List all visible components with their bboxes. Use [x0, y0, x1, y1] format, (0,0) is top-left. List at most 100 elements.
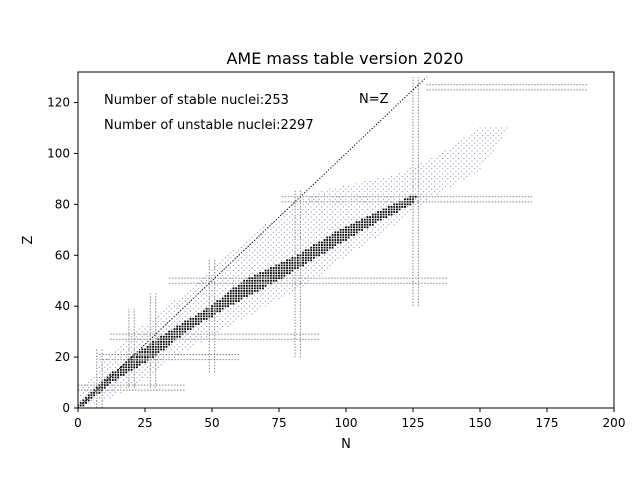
stable-point-420 [294, 264, 296, 267]
stable-point-551 [361, 228, 363, 231]
unstable-point-939 [332, 252, 334, 254]
unstable-point-516 [257, 303, 259, 305]
stable-point-614 [393, 208, 396, 211]
unstable-point-1039 [270, 239, 272, 241]
unstable-point-1677 [455, 165, 457, 167]
unstable-point-634 [289, 287, 291, 289]
unstable-point-1547 [396, 186, 398, 187]
unstable-point-1717 [444, 155, 446, 157]
unstable-point-1645 [423, 170, 425, 172]
unstable-count-annotation: Number of unstable nuclei:2297 [104, 118, 314, 133]
unstable-point-1518 [345, 188, 347, 190]
unstable-point-992 [259, 244, 261, 246]
stable-point-453 [296, 254, 299, 257]
unstable-point-1056 [361, 239, 363, 241]
unstable-point-1106 [257, 231, 259, 233]
unstable-point-965 [350, 249, 352, 251]
unstable-point-1088 [286, 234, 288, 236]
unstable-point-354 [195, 326, 197, 327]
unstable-point-1795 [490, 132, 492, 134]
stable-point-228 [211, 312, 213, 315]
unstable-point-1772 [471, 140, 473, 142]
stable-point-26 [103, 386, 106, 389]
unstable-point-944 [238, 249, 240, 251]
unstable-point-1155 [267, 226, 269, 228]
stable-point-366 [280, 277, 283, 280]
unstable-point-933 [299, 252, 301, 254]
unstable-point-349 [168, 326, 170, 327]
x-tick-label-6: 150 [469, 416, 492, 430]
unstable-point-1010 [356, 244, 358, 246]
unstable-point-656 [302, 285, 304, 287]
unstable-point-681 [216, 280, 218, 282]
stable-point-103 [136, 353, 138, 356]
unstable-point-296 [206, 336, 208, 338]
unstable-point-1540 [358, 186, 360, 187]
stable-point-290 [240, 292, 243, 295]
unstable-point-1489 [425, 193, 427, 195]
unstable-point-1289 [356, 214, 358, 215]
unstable-point-356 [206, 326, 208, 327]
unstable-point-847 [310, 262, 312, 264]
unstable-point-1622 [444, 175, 446, 177]
unstable-point-611 [270, 290, 272, 292]
stable-point-163 [170, 335, 173, 338]
stable-point-41 [109, 376, 112, 379]
unstable-point-222 [182, 349, 183, 350]
unstable-point-449 [184, 310, 186, 312]
unstable-point-1364 [380, 206, 382, 208]
stable-point-341 [243, 279, 246, 282]
unstable-point-459 [238, 310, 240, 312]
unstable-point-589 [257, 293, 259, 294]
unstable-point-1206 [289, 221, 291, 223]
unstable-point-553 [262, 298, 264, 299]
unstable-point-294 [195, 336, 197, 338]
unstable-point-1721 [466, 155, 468, 157]
unstable-point-1216 [342, 221, 344, 223]
stable-point-483 [318, 246, 321, 249]
n-equals-z-label: N=Z [359, 92, 389, 107]
stable-point-574 [366, 221, 369, 224]
unstable-point-424 [232, 315, 234, 317]
stable-point-308 [237, 287, 240, 290]
unstable-point-1109 [273, 231, 275, 233]
unstable-point-815 [254, 265, 256, 266]
unstable-point-1491 [436, 193, 438, 195]
unstable-point-1590 [433, 181, 435, 182]
unstable-point-1228 [281, 219, 283, 221]
stable-point-271 [229, 297, 232, 300]
unstable-point-863 [281, 259, 283, 261]
unstable-point-404 [214, 318, 216, 320]
unstable-point-1686 [442, 163, 443, 165]
unstable-point-1330 [324, 209, 326, 210]
unstable-point-1158 [283, 226, 285, 228]
unstable-point-1765 [474, 142, 476, 144]
stable-point-626 [398, 203, 401, 206]
stable-point-620 [396, 206, 398, 208]
unstable-point-503 [187, 303, 189, 305]
unstable-point-1732 [474, 153, 476, 154]
unstable-point-1450 [337, 196, 339, 198]
unstable-point-48 [85, 384, 87, 386]
unstable-point-988 [358, 247, 360, 249]
unstable-point-31 [85, 389, 87, 391]
unstable-point-1184 [297, 224, 299, 226]
unstable-point-241 [139, 343, 141, 345]
unstable-point-1541 [364, 186, 366, 187]
unstable-point-1534 [431, 188, 433, 190]
unstable-point-661 [219, 282, 221, 284]
unstable-point-1276 [286, 214, 288, 215]
unstable-point-405 [219, 318, 221, 320]
unstable-point-149 [120, 361, 122, 363]
unstable-point-35 [107, 389, 108, 391]
stable-point-275 [240, 297, 243, 300]
unstable-point-1409 [364, 201, 366, 203]
unstable-point-1633 [431, 173, 433, 175]
unstable-point-878 [246, 257, 248, 259]
unstable-point-1668 [474, 168, 476, 170]
stable-point-3 [79, 402, 82, 404]
stable-point-500 [323, 241, 326, 244]
unstable-point-593 [278, 293, 280, 294]
unstable-point-1589 [428, 181, 430, 182]
unstable-point-1395 [415, 203, 417, 205]
